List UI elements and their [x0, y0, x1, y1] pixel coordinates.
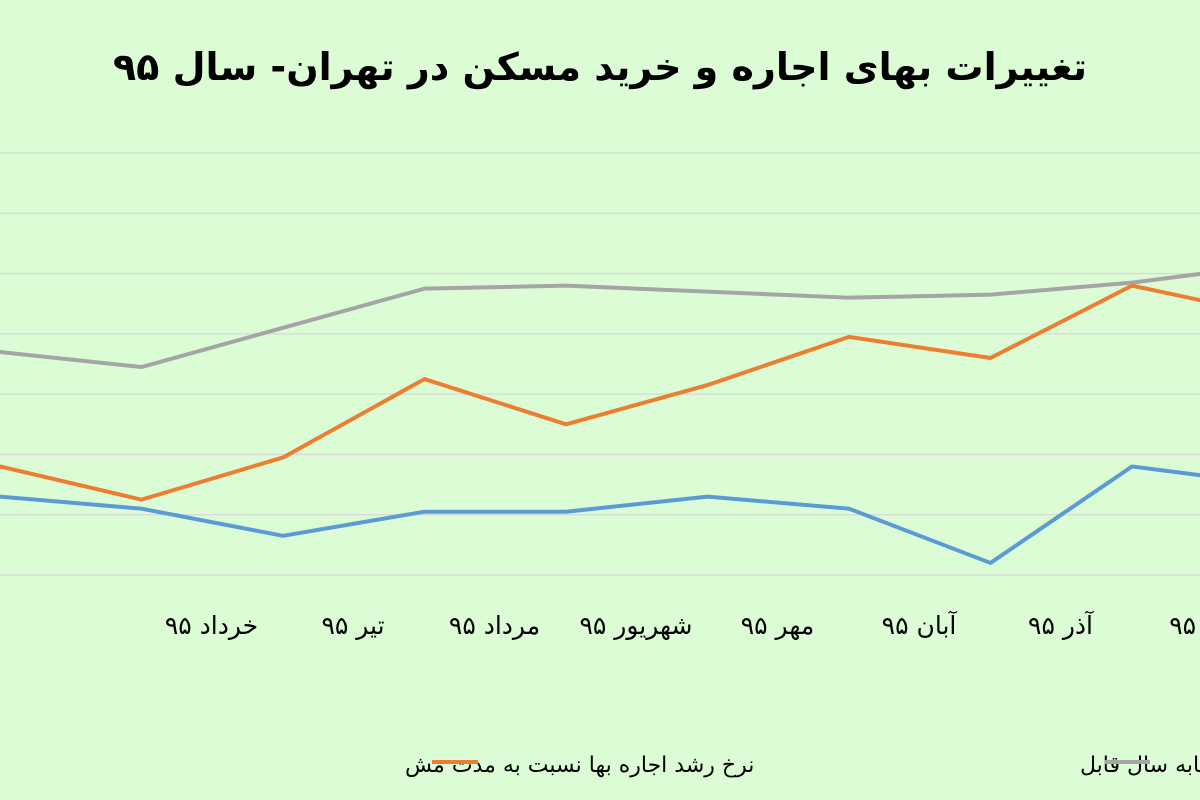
x-tick-label: مرداد ۹۵ [449, 611, 540, 640]
series-lines [0, 271, 1200, 565]
x-tick-label: شهریور ۹۵ [579, 611, 692, 641]
x-axis-tick-labels: اردیب خرداد ۹۵ تیر ۹۵ مرداد ۹۵ شهریور ۹۵ مهر … [0, 610, 1200, 641]
grid [0, 152, 1200, 576]
series-line-2 [0, 271, 1200, 370]
legend-label-0: نرخ رشد اجاره بها نسبت به مدت مش [405, 753, 754, 778]
chart-title: تغییرات بهای اجاره و خرید مسکن در تهران-… [113, 45, 1087, 90]
x-tick-label: آبان ۹۵ [882, 610, 958, 640]
x-tick-label: خرداد ۹۵ [165, 611, 258, 640]
x-tick-label: دی ۹۵ [1169, 611, 1200, 640]
x-tick-label: تیر ۹۵ [321, 611, 384, 640]
x-tick-label: اردیب [0, 611, 2, 640]
series-line-0 [0, 464, 1200, 565]
x-tick-label: آذر ۹۵ [1028, 610, 1094, 640]
series-line-1 [0, 283, 1200, 502]
x-tick-label: مهر ۹۵ [741, 611, 815, 641]
legend: نرخ رشد اجاره بها نسبت به مدت مش نرخ رشد … [405, 753, 1200, 778]
